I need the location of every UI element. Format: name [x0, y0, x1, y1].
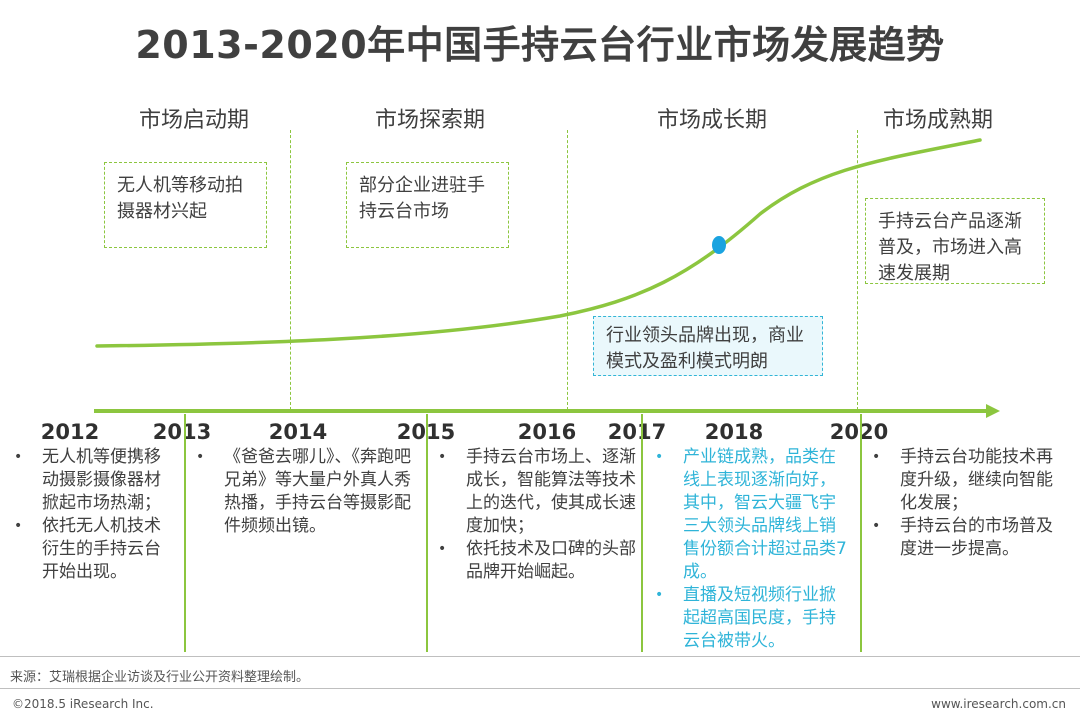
phase-label-growth: 市场成长期 — [656, 108, 767, 133]
column-divider — [426, 414, 428, 652]
page-title: 2013-2020年中国手持云台行业市场发展趋势 — [135, 23, 945, 67]
note-box-startup: 无人机等移动拍摄器材兴起 — [104, 162, 267, 248]
phase-label-mature: 市场成熟期 — [882, 108, 993, 133]
year-label: 2018 — [704, 420, 764, 444]
events-2016: 手持云台市场上、逐渐成长，智能算法等技术上的迭代，使其成长速度加快； 依托技术及… — [428, 446, 638, 584]
copyright-text: ©2018.5 iResearch Inc. — [12, 697, 154, 711]
year-label: 2015 — [396, 420, 456, 444]
year-label: 2012 — [40, 420, 100, 444]
event-item: 手持云台功能技术再度升级，继续向智能化发展； — [862, 446, 1060, 515]
source-note: 来源：艾瑞根据企业访谈及行业公开资料整理绘制。 — [10, 670, 310, 685]
note-box-explore: 部分企业进驻手持云台市场 — [346, 162, 509, 248]
year-label: 2020 — [829, 420, 889, 444]
column-divider — [184, 414, 186, 652]
event-item: 手持云台市场上、逐渐成长，智能算法等技术上的迭代，使其成长速度加快； — [428, 446, 638, 538]
growth-curve — [95, 138, 982, 348]
note-box-mature: 手持云台产品逐渐普及，市场进入高速发展期 — [865, 198, 1045, 284]
timeline-arrow-head — [986, 404, 1000, 418]
website-link[interactable]: www.iresearch.com.cn — [931, 697, 1066, 711]
event-item: 依托无人机技术衍生的手持云台开始出现。 — [4, 515, 172, 584]
column-divider — [641, 414, 643, 652]
event-item: 直播及短视频行业掀起超高国民度，手持云台被带火。 — [645, 584, 850, 653]
phase-label-explore: 市场探索期 — [374, 108, 485, 133]
year-label: 2016 — [517, 420, 577, 444]
events-2012: 无人机等便携移动摄影摄像器材掀起市场热潮； 依托无人机技术衍生的手持云台开始出现… — [4, 446, 172, 584]
year-label: 2017 — [607, 420, 667, 444]
events-2014: 《爸爸去哪儿》、《奔跑吧兄弟》等大量户外真人秀热播，手持云台等摄影配件频频出镜。 — [186, 446, 420, 538]
phase-label-startup: 市场启动期 — [138, 108, 249, 133]
phase-divider — [857, 130, 858, 410]
event-item: 手持云台的市场普及度进一步提高。 — [862, 515, 1060, 561]
year-label: 2014 — [268, 420, 328, 444]
event-item: 产业链成熟，品类在线上表现逐渐向好，其中，智云大疆飞宇三大领头品牌线上销售份额合… — [645, 446, 850, 584]
events-2018: 产业链成熟，品类在线上表现逐渐向好，其中，智云大疆飞宇三大领头品牌线上销售份额合… — [645, 446, 850, 653]
events-2020: 手持云台功能技术再度升级，继续向智能化发展； 手持云台的市场普及度进一步提高。 — [862, 446, 1060, 561]
event-item: 《爸爸去哪儿》、《奔跑吧兄弟》等大量户外真人秀热播，手持云台等摄影配件频频出镜。 — [186, 446, 420, 538]
footer-divider — [0, 656, 1080, 657]
note-box-growth: 行业领头品牌出现，商业模式及盈利模式明朗 — [593, 316, 823, 376]
event-item: 依托技术及口碑的头部品牌开始崛起。 — [428, 538, 638, 584]
column-divider — [860, 414, 862, 652]
footer-divider — [0, 688, 1080, 689]
phase-divider — [290, 130, 291, 410]
event-item: 无人机等便携移动摄影摄像器材掀起市场热潮； — [4, 446, 172, 515]
year-label: 2013 — [152, 420, 212, 444]
phase-divider — [567, 130, 568, 410]
curve-marker-dot — [712, 236, 726, 254]
